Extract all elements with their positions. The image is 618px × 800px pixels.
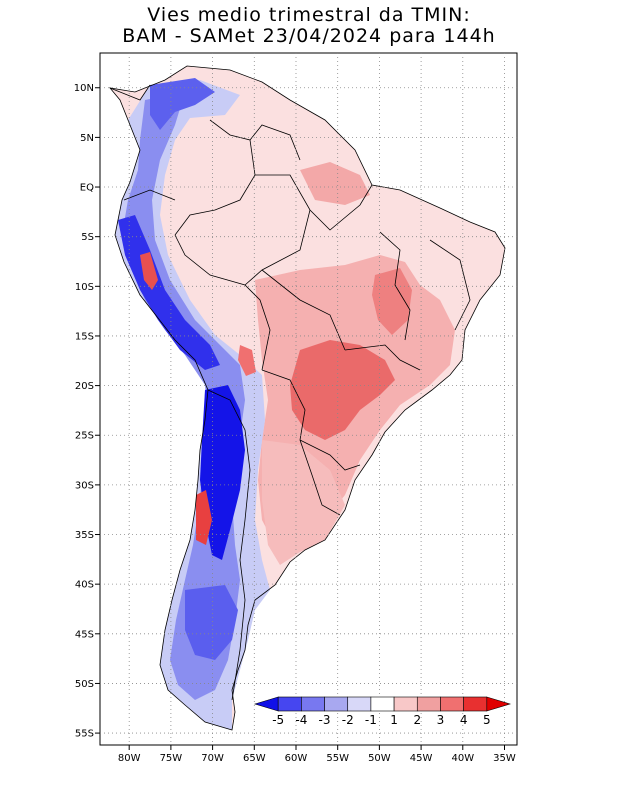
colorbar-swatch — [370, 696, 395, 712]
longitude-tick-labels: 80W 75W 70W 65W 60W 55W 50W 45W 40W 35W — [118, 745, 516, 764]
colorbar-swatch — [440, 696, 464, 712]
lat-tick-label: 50S — [75, 679, 94, 690]
colorbar-label: 3 — [437, 713, 445, 727]
map-grid — [100, 53, 517, 745]
colorbar-label: -5 — [272, 713, 284, 727]
lat-tick-label: 40S — [75, 580, 94, 591]
colorbar-swatch — [324, 696, 349, 712]
colorbar: -5 -4 -3 -2 -1 1 2 3 4 5 — [253, 696, 512, 727]
lon-tick-label: 65W — [243, 753, 266, 764]
lon-tick-label: 55W — [326, 753, 349, 764]
warm-bias-core — [290, 340, 395, 440]
colorbar-label: -1 — [365, 713, 377, 727]
lat-tick-label: 5S — [81, 232, 94, 243]
colorbar-swatch — [347, 696, 372, 712]
colorbar-swatch — [301, 696, 325, 712]
lat-tick-label: 5N — [80, 133, 94, 144]
colorbar-label: 1 — [390, 713, 398, 727]
map-frame — [99, 52, 518, 746]
map-subtitle: BAM - SAMet 23/04/2024 para 144h — [122, 25, 496, 47]
lon-tick-label: 35W — [493, 753, 516, 764]
lat-tick-label: 30S — [75, 480, 94, 491]
lat-tick-label: EQ — [80, 183, 94, 194]
country-borders — [109, 65, 506, 731]
cold-bias-peru-strong — [118, 215, 220, 370]
lat-tick-label: 15S — [75, 331, 94, 342]
lat-tick-label: 20S — [75, 381, 94, 392]
lat-tick-label: 10N — [74, 83, 94, 94]
warm-bias-argentina — [262, 440, 345, 565]
colorbar-swatch — [393, 696, 418, 712]
colorbar-label: 5 — [483, 713, 491, 727]
colorbar-label: 2 — [413, 713, 421, 727]
colorbar-swatch — [277, 696, 302, 712]
lat-tick-label: 25S — [75, 431, 94, 442]
lon-tick-label: 60W — [285, 753, 308, 764]
lon-tick-label: 75W — [160, 753, 183, 764]
cold-bias-patagonia — [185, 585, 238, 660]
colorbar-label: -3 — [319, 713, 331, 727]
lon-tick-label: 50W — [368, 753, 391, 764]
lon-tick-label: 40W — [451, 753, 474, 764]
colorbar-label: 4 — [460, 713, 468, 727]
warm-streak-bolivia — [238, 345, 256, 376]
map-layers — [109, 65, 506, 731]
warm-streak-central-chile — [196, 490, 212, 545]
latitude-tick-labels: 10N 5N EQ 5S 10S 15S 20S 25S 30S 35S 40S 45S 50S 55S — [74, 83, 100, 740]
colorbar-label: -4 — [295, 713, 307, 727]
lon-tick-label: 70W — [201, 753, 224, 764]
colorbar-swatch — [416, 696, 441, 712]
warm-bias-core-2 — [372, 268, 412, 335]
map-title: Vies medio trimestral da TMIN: — [147, 4, 471, 26]
warm-bias-north — [300, 162, 370, 205]
lon-tick-label: 80W — [118, 753, 141, 764]
lat-tick-label: 10S — [75, 282, 94, 293]
warm-streak-peru — [140, 252, 158, 290]
colorbar-swatch — [463, 696, 488, 712]
colorbar-label: -2 — [342, 713, 354, 727]
colorbar-arrow-right — [486, 696, 512, 712]
cold-bias-colombia — [150, 78, 215, 130]
lat-tick-label: 45S — [75, 629, 94, 640]
lat-tick-label: 35S — [75, 530, 94, 541]
lat-tick-label: 55S — [75, 729, 94, 740]
lon-tick-label: 45W — [410, 753, 433, 764]
